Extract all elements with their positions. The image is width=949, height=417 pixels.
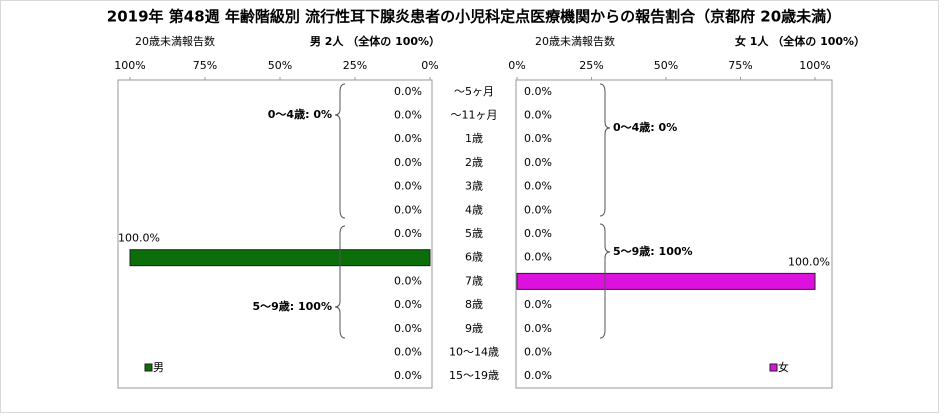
category-label: ～11ヶ月 <box>451 109 498 122</box>
annotation: 5～9歳: 100% <box>613 244 693 258</box>
x-tick-label: 0% <box>421 59 438 72</box>
value-label: 0.0% <box>524 132 552 145</box>
panel-label: 20歳未満報告数 <box>135 35 215 48</box>
value-label: 0.0% <box>394 345 422 358</box>
x-tick-label: 75% <box>728 59 752 72</box>
category-label: 4歳 <box>465 203 483 216</box>
value-label: 0.0% <box>524 109 552 122</box>
value-label: 0.0% <box>524 85 552 98</box>
value-label: 0.0% <box>394 132 422 145</box>
value-label: 0.0% <box>524 203 552 216</box>
panel-summary: 男 2人 （全体の 100%） <box>310 34 440 48</box>
legend-label: 女 <box>778 360 789 374</box>
legend-swatch <box>144 363 153 372</box>
category-label: 8歳 <box>465 298 483 311</box>
value-label: 0.0% <box>394 369 422 382</box>
panel-label: 20歳未満報告数 <box>535 35 615 48</box>
value-label: 0.0% <box>524 156 552 169</box>
x-tick-label: 25% <box>343 59 367 72</box>
x-tick-label: 100% <box>799 59 830 72</box>
legend-swatch <box>769 363 778 372</box>
category-label: 7歳 <box>465 274 483 287</box>
value-label: 0.0% <box>524 251 552 264</box>
category-label: 9歳 <box>465 322 483 335</box>
value-label: 0.0% <box>524 180 552 193</box>
panel-summary: 女 1人 （全体の 100%） <box>735 34 865 48</box>
value-label: 0.0% <box>524 322 552 335</box>
value-label: 0.0% <box>394 322 422 335</box>
value-label: 0.0% <box>394 298 422 311</box>
legend-label: 男 <box>153 361 164 374</box>
value-label: 0.0% <box>524 298 552 311</box>
category-label: 15～19歳 <box>449 369 499 382</box>
bracket <box>334 83 346 219</box>
category-label: 10～14歳 <box>449 345 499 358</box>
category-label: 5歳 <box>465 227 483 240</box>
category-label: 1歳 <box>465 132 483 145</box>
category-label: 2歳 <box>465 156 483 169</box>
x-tick-label: 75% <box>193 59 217 72</box>
bar <box>516 272 816 290</box>
plot-area <box>515 79 833 389</box>
chart-title: 2019年 第48週 年齢階級別 流行性耳下腺炎患者の小児科定点医療機関からの報… <box>107 8 841 26</box>
category-label: ～5ヶ月 <box>454 85 494 98</box>
x-tick-label: 25% <box>579 59 603 72</box>
value-label: 0.0% <box>394 274 422 287</box>
bracket <box>334 225 346 339</box>
annotation: 5～9歳: 100% <box>252 299 332 313</box>
bracket <box>599 223 611 339</box>
bar <box>129 249 431 267</box>
annotation: 0～4歳: 0% <box>268 107 332 121</box>
bracket <box>599 83 611 217</box>
value-label: 100.0% <box>118 232 160 245</box>
value-label: 0.0% <box>394 203 422 216</box>
value-label: 0.0% <box>524 345 552 358</box>
value-label: 0.0% <box>394 109 422 122</box>
category-label: 3歳 <box>465 180 483 193</box>
value-label: 100.0% <box>788 255 830 268</box>
annotation: 0～4歳: 0% <box>613 120 677 134</box>
value-label: 0.0% <box>394 156 422 169</box>
value-label: 0.0% <box>394 180 422 193</box>
value-label: 0.0% <box>394 85 422 98</box>
value-label: 0.0% <box>524 369 552 382</box>
x-tick-label: 50% <box>268 59 292 72</box>
x-tick-label: 100% <box>114 59 145 72</box>
plot-area <box>117 79 433 389</box>
category-label: 6歳 <box>465 251 483 264</box>
x-tick-label: 50% <box>654 59 678 72</box>
value-label: 0.0% <box>394 227 422 240</box>
x-tick-label: 0% <box>508 59 525 72</box>
frame <box>0 0 939 413</box>
value-label: 0.0% <box>524 227 552 240</box>
